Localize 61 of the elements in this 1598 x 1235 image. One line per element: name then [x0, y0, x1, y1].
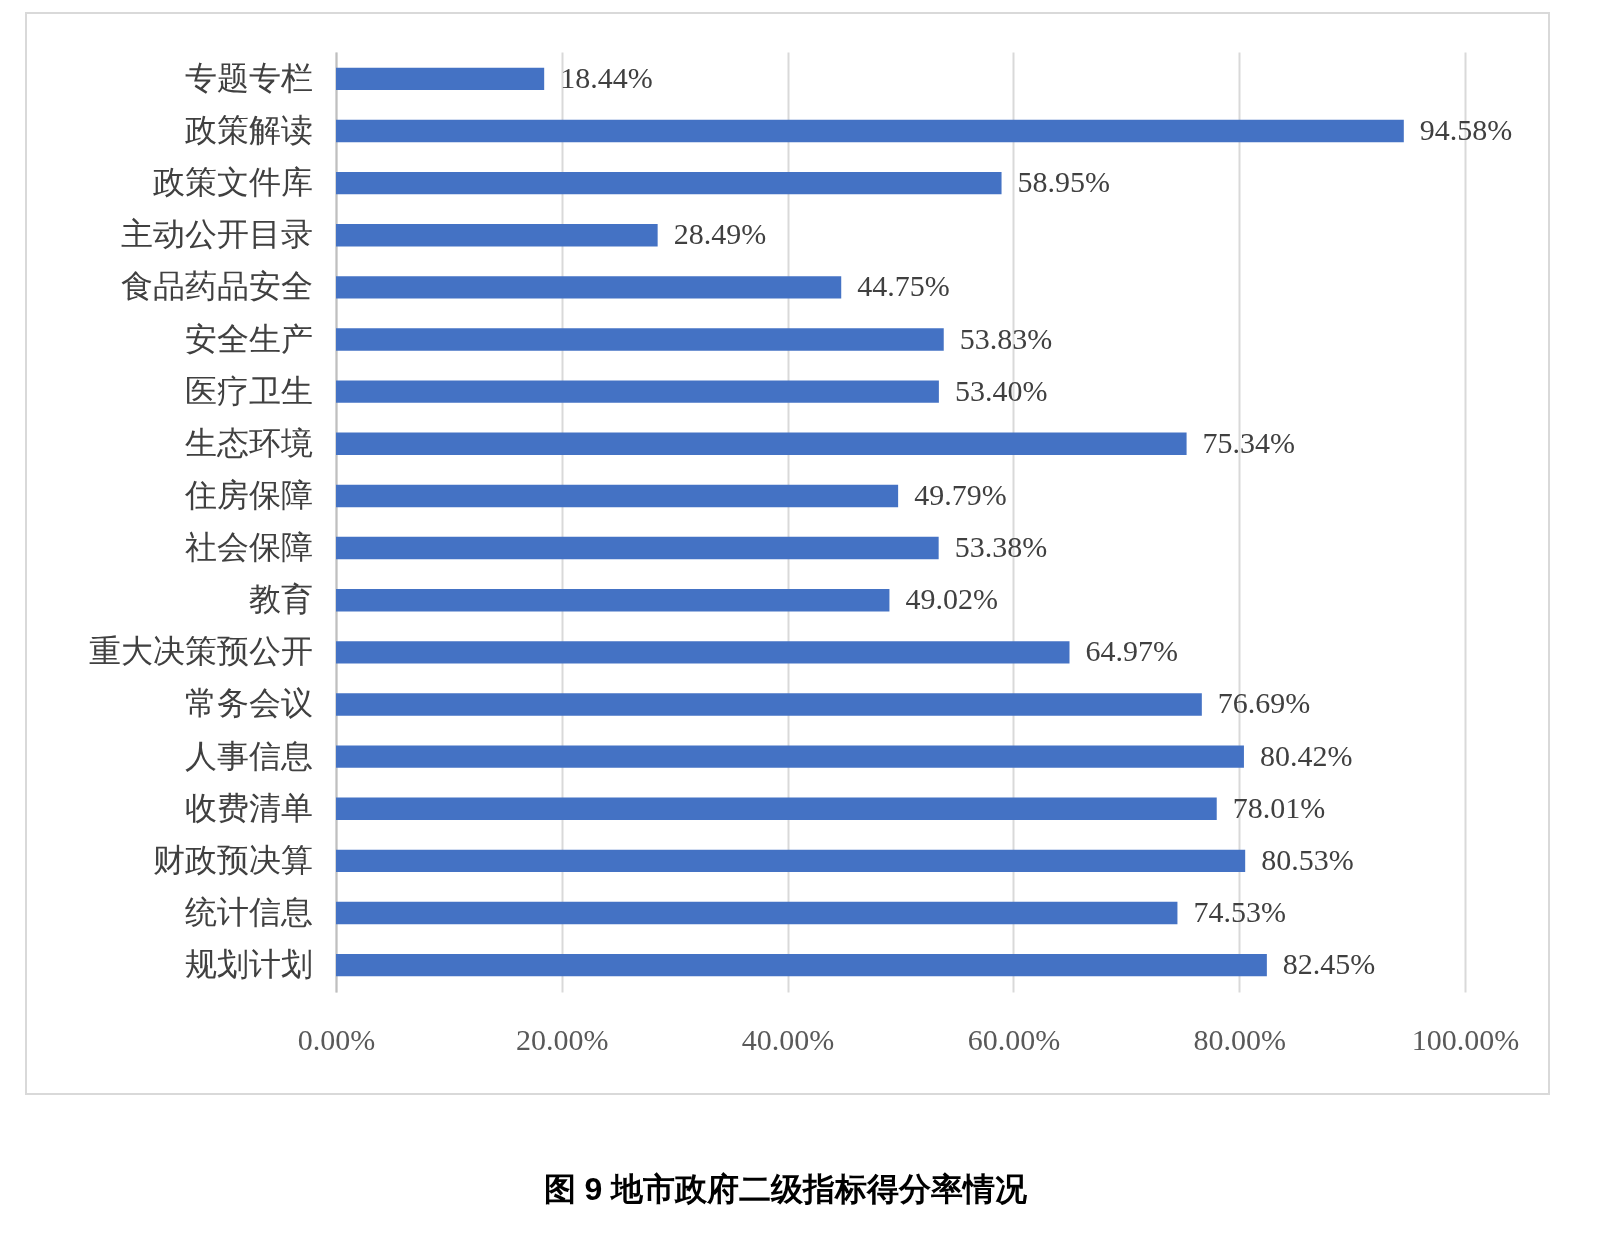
bar: [336, 171, 1002, 195]
y-tick-label: 人事信息: [184, 737, 313, 774]
data-label: 53.83%: [959, 321, 1053, 355]
y-tick-label: 财政预决算: [152, 841, 313, 878]
data-label: 53.40%: [954, 373, 1048, 407]
y-tick-label: 生态环境: [184, 424, 313, 461]
data-label: 44.75%: [857, 269, 950, 303]
bar: [336, 849, 1246, 873]
bar: [336, 641, 1070, 664]
data-label: 80.53%: [1261, 842, 1354, 876]
text: 图 9 地市政府二级指标得分率情况: [543, 1171, 1029, 1207]
y-tick-label: 医疗卫生: [184, 372, 313, 409]
data-label: 94.58%: [1419, 112, 1513, 146]
y-tick-label: 收费清单: [184, 789, 313, 826]
data-label: 64.97%: [1085, 634, 1179, 668]
data-label: 74.53%: [1193, 895, 1286, 929]
data-label: 58.95%: [1017, 165, 1111, 199]
data-label: 49.79%: [914, 477, 1007, 511]
x-tick-label: 40.00%: [741, 1022, 835, 1056]
bar: [336, 797, 1217, 820]
data-label: 75.34%: [1202, 425, 1296, 459]
x-tick-label: 20.00%: [516, 1022, 609, 1056]
bar: [336, 745, 1244, 768]
data-label: 18.44%: [560, 60, 653, 94]
y-tick-label: 常务会议: [184, 685, 313, 722]
data-label: 78.01%: [1232, 790, 1326, 824]
bar: [336, 67, 545, 91]
y-tick-label: 主动公开目录: [120, 216, 313, 253]
bar: [336, 953, 1267, 977]
x-tick-label: 0.00%: [297, 1022, 376, 1056]
y-tick-label: 重大决策预公开: [88, 633, 313, 670]
y-tick-label: 统计信息: [184, 894, 313, 931]
bar: [336, 224, 658, 247]
bar: [336, 588, 890, 612]
y-tick-label: 专题专栏: [184, 59, 313, 96]
x-tick-label: 80.00%: [1193, 1022, 1286, 1056]
y-tick-label: 政策解读: [184, 111, 313, 148]
data-label: 82.45%: [1282, 947, 1376, 981]
y-tick-label: 政策文件库: [152, 164, 313, 201]
bar: [336, 380, 939, 403]
y-tick-label: 社会保障: [184, 529, 313, 566]
bar: [336, 328, 944, 351]
x-tick-label: 100.00%: [1411, 1022, 1520, 1056]
bar: [336, 901, 1178, 925]
x-tick-label: 60.00%: [967, 1022, 1061, 1056]
y-tick-label: 住房保障: [183, 476, 313, 513]
bar: [336, 693, 1202, 716]
bar: [336, 276, 842, 299]
data-label: 28.49%: [673, 217, 767, 251]
data-label: 76.69%: [1217, 686, 1311, 720]
y-tick-label: 食品药品安全: [120, 268, 313, 305]
bar: [336, 484, 899, 508]
y-tick-label: 规划计划: [184, 946, 313, 983]
bar: [336, 119, 1404, 143]
data-label: 49.02%: [905, 582, 998, 616]
data-label: 53.38%: [954, 530, 1048, 564]
bar: [336, 536, 939, 560]
y-tick-label: 安全生产: [184, 320, 313, 357]
y-tick-label: 教育: [248, 581, 313, 618]
bar: [336, 432, 1187, 456]
data-label: 80.42%: [1259, 738, 1353, 772]
